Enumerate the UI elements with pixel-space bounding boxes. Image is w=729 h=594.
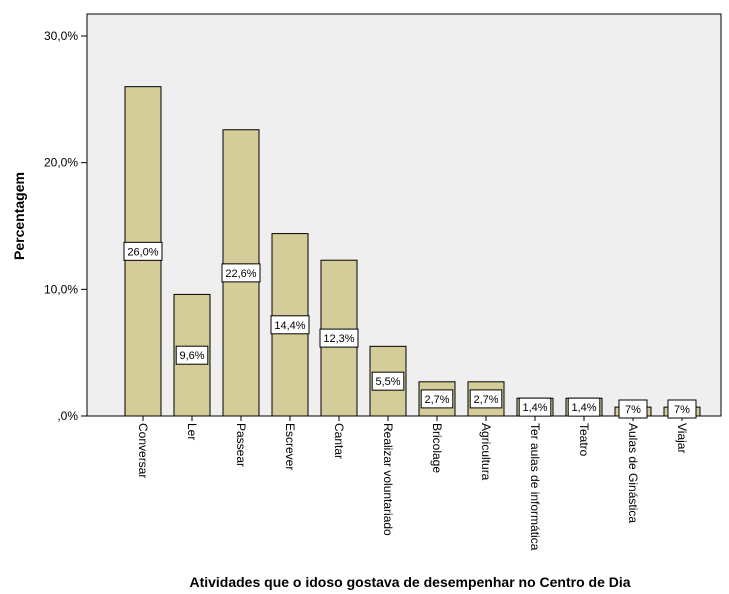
- data-label: 22,6%: [225, 268, 256, 280]
- data-label: 5,5%: [375, 376, 400, 388]
- x-category-label: Ler: [185, 423, 199, 440]
- data-label-box: [420, 389, 454, 409]
- x-category-label: Passear: [234, 423, 248, 467]
- y-tick-label: 20,0%: [44, 156, 78, 170]
- data-label-box: [270, 315, 310, 335]
- x-category-label: Conversar: [136, 423, 150, 478]
- data-label-box: [123, 241, 163, 261]
- x-category-label: Bricolage: [430, 423, 444, 473]
- x-category-label: Realizar voluntariado: [381, 423, 395, 536]
- y-axis: ,0% 10,0% 20,0% 30,0%: [44, 29, 87, 423]
- x-axis-title: Atividades que o idoso gostava de desemp…: [189, 574, 630, 590]
- y-axis-title: Percentagem: [11, 172, 27, 260]
- data-label: 14,4%: [274, 320, 305, 332]
- data-label-box: [518, 397, 552, 417]
- data-label-box: [469, 389, 503, 409]
- data-label: 9,6%: [179, 350, 204, 362]
- data-label: 2,7%: [473, 394, 498, 406]
- data-label: 1,4%: [571, 402, 596, 414]
- x-category-label: Viajar: [675, 423, 689, 453]
- y-tick-label: 10,0%: [44, 282, 78, 296]
- data-label-box: [618, 399, 648, 419]
- data-label: 7%: [625, 404, 641, 416]
- data-label: 2,7%: [424, 394, 449, 406]
- data-label: 1,4%: [522, 402, 547, 414]
- x-category-label: Teatro: [577, 423, 591, 457]
- data-label-box: [567, 397, 601, 417]
- x-category-label: Ter aulas de informática: [528, 423, 542, 551]
- x-axis: Conversar Ler Passear Escrever Cantar Realiza…: [136, 416, 689, 551]
- x-category-label: Cantar: [332, 423, 346, 459]
- y-tick-label: 30,0%: [44, 29, 78, 43]
- data-labels: 26,0% 9,6% 22,6% 14,4% 12,3% 5,5% 2,7% 2,7% 1,4%…: [123, 241, 697, 419]
- data-label-box: [667, 399, 697, 419]
- data-label-box: [371, 371, 405, 391]
- data-label-box: [221, 263, 261, 283]
- x-category-label: Escrever: [283, 423, 297, 470]
- data-label-box: [175, 345, 209, 365]
- x-category-label: Agricultura: [479, 423, 493, 481]
- data-label: 7%: [674, 404, 690, 416]
- x-category-label: Aulas de Ginástica: [626, 423, 640, 523]
- data-label: 12,3%: [323, 333, 354, 345]
- data-label: 26,0%: [127, 246, 158, 258]
- y-tick-label: ,0%: [57, 409, 78, 423]
- data-label-box: [319, 328, 359, 348]
